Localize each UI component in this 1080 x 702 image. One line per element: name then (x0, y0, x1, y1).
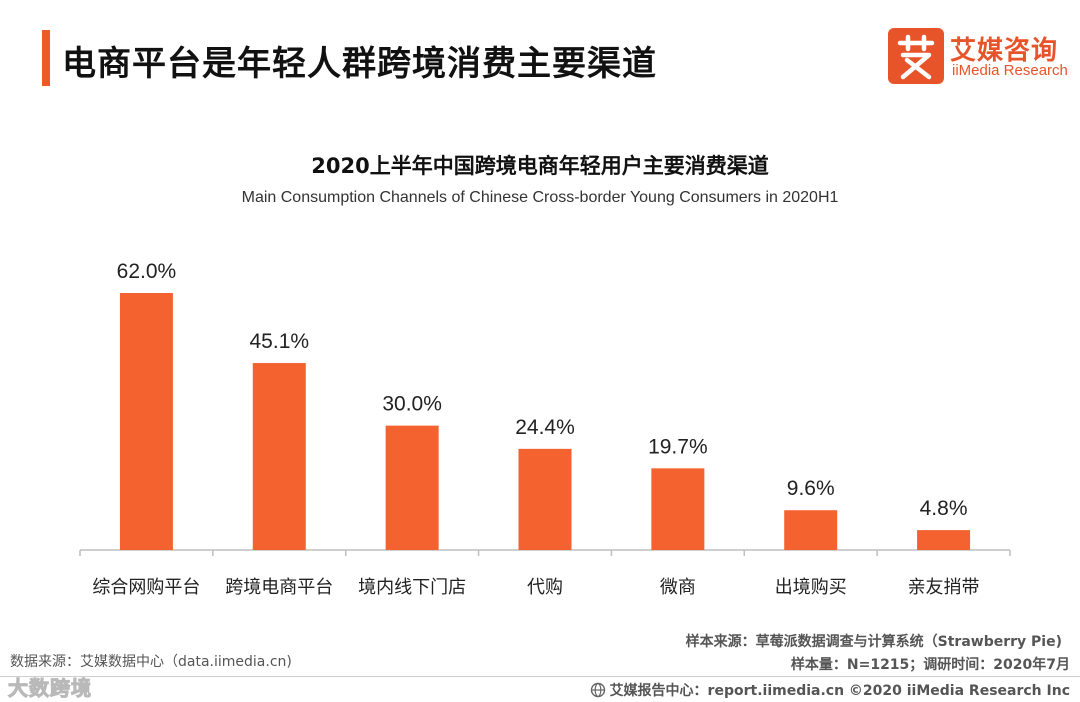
x-tick-label: 境内线下门店 (358, 577, 466, 598)
logo-text-cn: 艾媒咨询 (950, 36, 1059, 66)
watermark: 大数跨境 (8, 676, 92, 701)
x-tick-label: 出境购买 (775, 577, 847, 598)
x-tick-label: 代购 (527, 577, 563, 598)
data-label: 24.4% (515, 416, 575, 439)
footer-copyright: 艾媒报告中心：report.iimedia.cn ©2020 iiMedia R… (590, 680, 1070, 700)
data-label: 4.8% (920, 497, 968, 520)
bar (385, 425, 439, 550)
data-label: 19.7% (648, 435, 708, 458)
data-source: 数据来源：艾媒数据中心（data.iimedia.cn) (10, 654, 292, 670)
globe-icon (590, 682, 605, 698)
bar (917, 530, 971, 550)
data-label: 30.0% (382, 393, 442, 416)
bar (784, 510, 838, 550)
data-label: 9.6% (787, 477, 835, 500)
x-tick-label: 跨境电商平台 (225, 577, 333, 598)
footer-divider (0, 676, 1080, 677)
data-label: 45.1% (250, 330, 310, 353)
x-tick-label: 综合网购平台 (92, 577, 200, 598)
sample-source: 样本来源：草莓派数据调查与计算系统（Strawberry Pie) (685, 634, 1062, 650)
chart-subtitle: Main Consumption Channels of Chinese Cro… (241, 189, 839, 206)
data-label: 62.0% (117, 260, 177, 283)
copyright-text: 艾媒报告中心：report.iimedia.cn ©2020 iiMedia R… (609, 683, 1070, 699)
iimedia-logo-icon (888, 28, 944, 84)
bar (252, 363, 306, 550)
bar (119, 293, 173, 550)
logo-text-en: iiMedia Research (952, 62, 1068, 79)
title-accent-bar (42, 30, 50, 86)
x-tick-label: 亲友捎带 (908, 577, 980, 598)
x-tick-label: 微商 (660, 577, 696, 598)
page-title: 电商平台是年轻人群跨境消费主要渠道 (62, 44, 657, 84)
sample-size: 样本量：N=1215；调研时间：2020年7月 (790, 657, 1070, 673)
chart-title: 2020上半年中国跨境电商年轻用户主要消费渠道 (311, 154, 769, 178)
bar (651, 468, 705, 550)
bar (518, 448, 572, 550)
iimedia-logo: 艾媒咨询 iiMedia Research (888, 28, 1068, 84)
